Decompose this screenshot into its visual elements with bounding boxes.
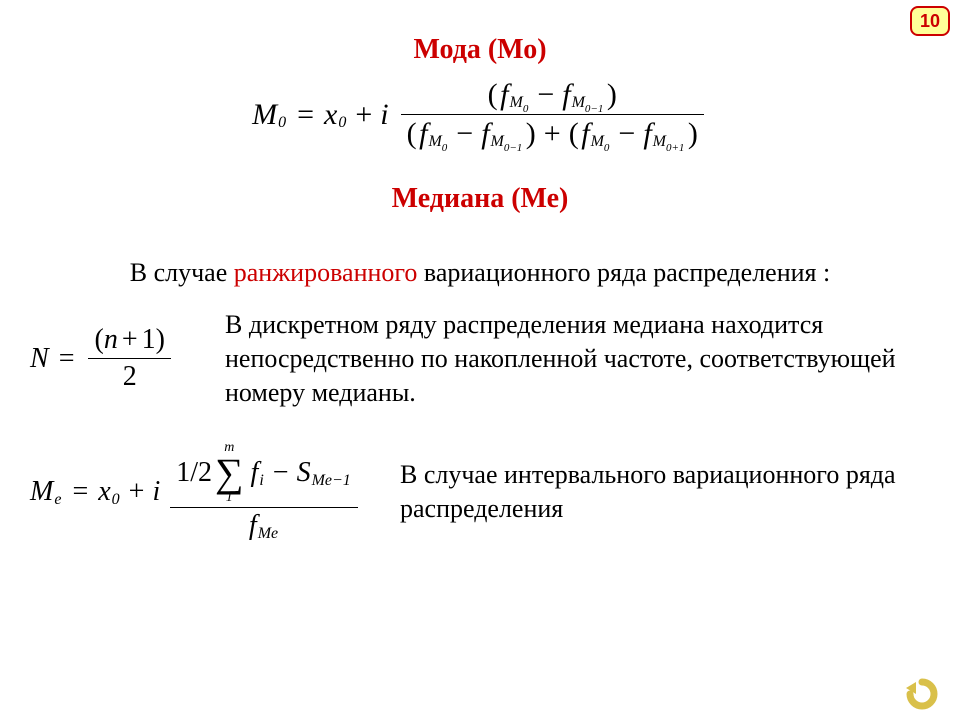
mode-numer: ( f M0 − f M0−1 ) [482,76,623,114]
sym-M: M [252,98,277,132]
mode-formula-row: M 0 = x 0 + i ( f M0 − f M0−1 ) [0,76,960,153]
mode-fraction: ( f M0 − f M0−1 ) ( f M0 − [401,76,704,153]
para-interval: В случае интервального вариационного ряд… [400,458,920,526]
mode-formula: M 0 = x 0 + i ( f M0 − f M0−1 ) [252,76,708,153]
heading-mode: Мода (Мо) [0,34,960,66]
heading-median: Медиана (Ме) [0,183,960,215]
back-arrow-icon[interactable] [902,676,942,710]
sym-N: N [30,343,49,375]
para-ranked-prefix: В случае [130,258,234,287]
sym-M-sub: 0 [278,114,286,132]
sym-x-sub: 0 [338,114,346,132]
sym-i: i [380,98,388,132]
median-formula: M e = x 0 + i 1/2 m ∑ 1 fi − SMe [30,439,400,544]
para-discrete: В дискретном ряду распределения медиана … [225,308,920,409]
median-row: M e = x 0 + i 1/2 m ∑ 1 fi − SMe [0,439,960,544]
para-ranked-suffix: вариационного ряда распределения : [417,258,830,287]
sym-x: x [324,98,337,132]
n-formula: N = (n+1) 2 [30,322,225,395]
page-number: 10 [920,11,940,32]
eq-sign: = [297,98,314,132]
plus-sign: + [355,98,372,132]
para-ranked: В случае ранжированного вариационного ря… [0,255,960,290]
slide-content: Мода (Мо) M 0 = x 0 + i ( f M0 − f M0−1 [0,0,960,544]
para-interval-prefix: В случае [400,460,504,489]
para-ranked-highlight: ранжированного [234,258,418,287]
sigma-icon: m ∑ 1 [215,441,244,505]
para-interval-highlight: интервального [504,460,666,489]
mode-denom: ( f M0 − f M0−1 ) + ( f M0 − f M0+1 [401,115,704,153]
n-row: N = (n+1) 2 В дискретном ряду распределе… [0,308,960,409]
page-number-badge: 10 [910,6,950,36]
